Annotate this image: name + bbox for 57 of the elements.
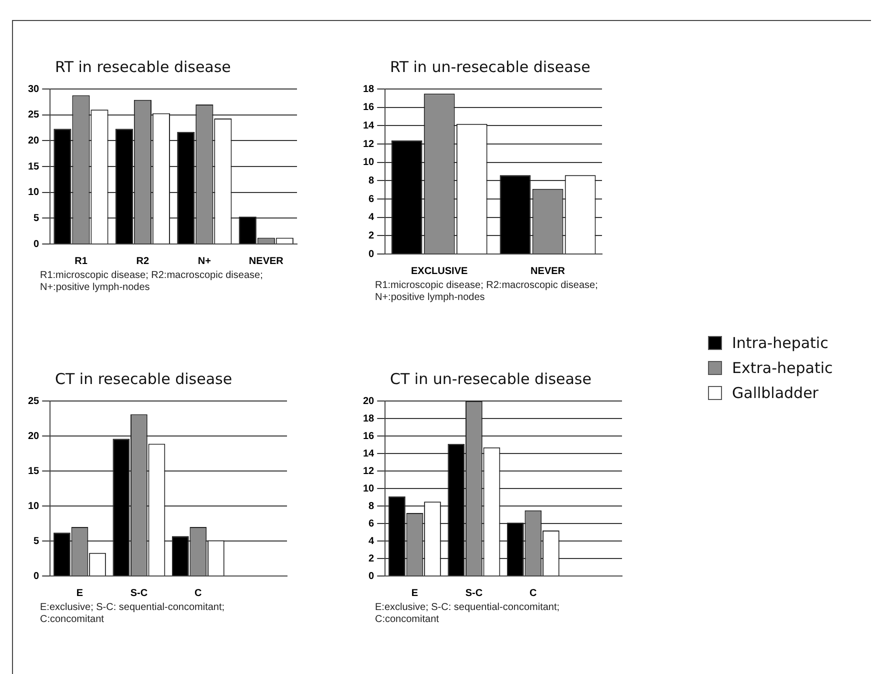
y-tick-label: 25 [28,396,40,407]
y-tick-label: 0 [34,238,40,250]
y-tick-label: 12 [363,466,375,477]
y-tick-label: 30 [28,84,40,95]
x-tick-label: C [194,588,202,599]
y-tick-label: 15 [28,466,40,477]
y-tick-label: 20 [363,396,375,407]
y-tick-label: 10 [28,187,40,198]
y-tick-label: 10 [28,500,40,512]
y-tick-label: 2 [368,230,375,242]
y-tick-label: 10 [363,157,375,168]
chart-title: CT in resecable disease [55,370,234,390]
y-tick-label: 0 [368,570,375,582]
y-tick-label: 10 [363,483,375,494]
text: E:exclusive; S-C: sequential-concomitant; C:concomitant [375,602,561,626]
y-tick-label: 16 [363,430,375,442]
chart-title: RT in resecable disease [55,58,232,78]
y-tick-label: 14 [363,120,375,132]
y-tick-label: 18 [363,413,375,424]
x-tick-label: S-C [130,588,148,599]
y-tick-label: 4 [368,536,375,547]
y-tick-label: 8 [368,500,375,512]
x-tick-label: R1 [74,256,88,267]
legend-label: Extra-hepatic [732,358,833,376]
y-tick-label: 6 [368,518,375,530]
y-tick-label: 12 [363,138,375,150]
chart-title: CT in un-resecable disease [390,370,592,390]
y-tick-label: 8 [368,175,375,186]
text: R1:microscopic disease; R2:macroscopic disease; N+:positive lymph-nodes [40,270,264,294]
y-tick-label: 20 [28,135,40,146]
x-tick-label: EXCLUSIVE [411,266,468,277]
y-tick-label: 5 [34,212,40,224]
x-tick-label: N+ [198,256,212,267]
text: R1:microscopic disease; R2:macroscopic disease; N+:positive lymph-nodes [375,280,599,304]
y-tick-label: 2 [368,553,375,564]
x-tick-label: R2 [136,256,150,267]
y-tick-label: 15 [28,161,40,172]
x-tick-label: NEVER [248,256,284,267]
legend-label: Gallbladder [732,384,818,402]
y-tick-label: 20 [28,430,40,442]
x-tick-label: C [530,588,537,599]
y-tick-label: 0 [368,248,375,260]
y-tick-label: 5 [34,536,40,547]
x-tick-label: S-C [465,588,483,599]
y-tick-label: 6 [368,194,375,205]
chart-title: RT in un-resecable disease [390,58,592,78]
text: E:exclusive; S-C: sequential-concomitant; C:concomitant [40,602,226,626]
x-tick-label: NEVER [530,266,566,277]
y-tick-label: 25 [28,110,40,121]
y-tick-label: 0 [34,570,40,582]
x-tick-label: E [411,588,418,599]
y-tick-label: 4 [368,212,375,224]
y-tick-label: 18 [363,84,375,95]
y-tick-label: 16 [363,102,375,114]
y-tick-label: 14 [363,448,375,460]
x-tick-label: E [76,588,84,599]
legend-label: Intra-hepatic [732,334,828,352]
